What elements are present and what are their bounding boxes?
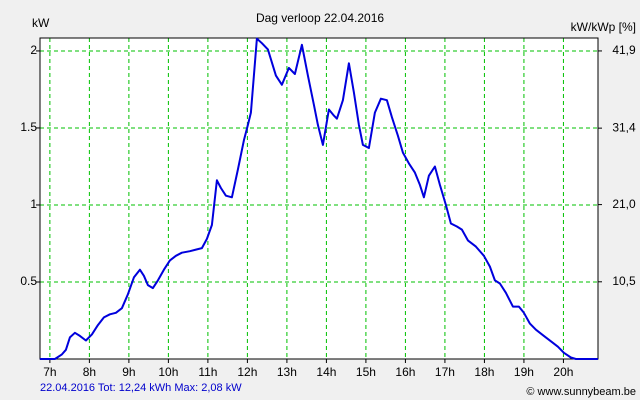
y2-tick-label: 21,0 (612, 197, 636, 211)
y-tick-label: 1.5 (20, 120, 37, 134)
x-tick-label: 18h (474, 365, 494, 379)
x-tick-label: 10h (158, 365, 178, 379)
footer: 22.04.2016 Tot: 12,24 kWh Max: 2,08 kW (40, 382, 242, 394)
y2-axis-label: kW/kWp [%] (571, 20, 636, 34)
x-tick-label: 16h (395, 365, 415, 379)
plot-area (40, 38, 598, 359)
y-tick-label: 2 (30, 43, 37, 57)
x-tick-label: 19h (514, 365, 534, 379)
x-tick-label: 12h (237, 365, 257, 379)
x-tick-label: 15h (356, 365, 376, 379)
x-tick-label: 14h (316, 365, 336, 379)
y2-tick-label: 41,9 (612, 43, 636, 57)
x-tick-label: 8h (83, 365, 96, 379)
x-tick-label: 17h (435, 365, 455, 379)
y-tick-label: 0.5 (20, 274, 37, 288)
x-tick-label: 20h (553, 365, 573, 379)
x-tick-label: 11h (198, 365, 217, 379)
y-axis-label: kW (32, 16, 50, 30)
x-tick-label: 7h (43, 365, 56, 379)
y2-tick-label: 31,4 (612, 120, 636, 134)
plot-border (39, 37, 599, 360)
y2-tick-label: 10,5 (612, 274, 636, 288)
data-line (39, 37, 598, 360)
y-tick-label: 1 (30, 197, 37, 211)
credit: © www.sunnybeam.be (526, 386, 636, 398)
x-tick-label: 9h (122, 365, 135, 379)
x-tick-label: 13h (277, 365, 297, 379)
chart-title: Dag verloop 22.04.2016 (256, 11, 384, 25)
